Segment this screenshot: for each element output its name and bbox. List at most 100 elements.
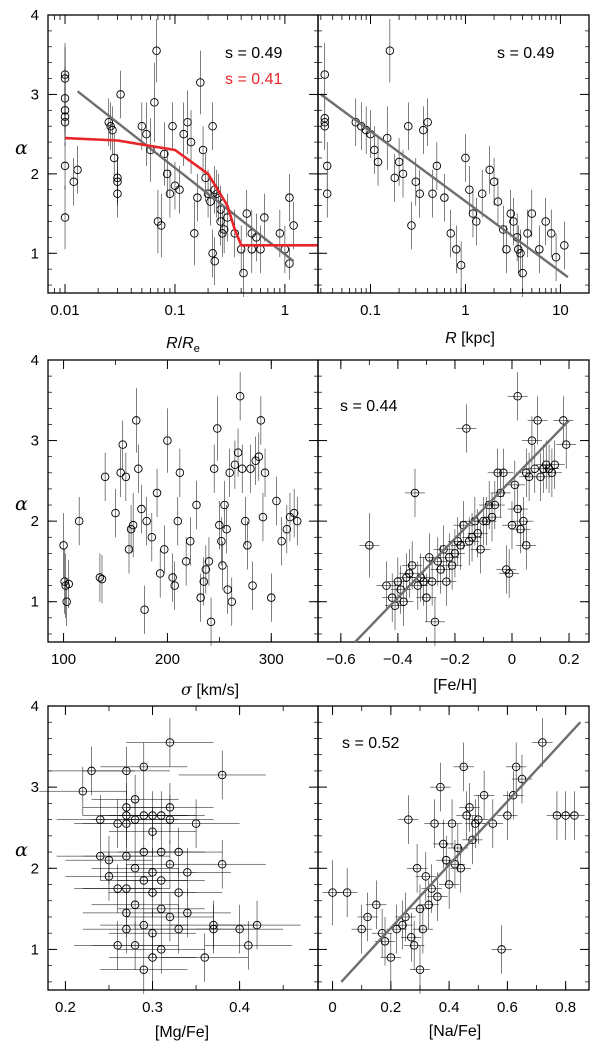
- data-point: [394, 157, 404, 167]
- data-point: [550, 460, 560, 469]
- data-point: [476, 545, 485, 554]
- annotation-s: s = 0.44: [340, 398, 397, 415]
- data-point: [126, 524, 136, 534]
- data-point: [209, 924, 218, 934]
- data-point: [485, 165, 494, 175]
- data-point: [186, 537, 195, 546]
- data-point: [415, 189, 424, 198]
- data-point: [468, 835, 477, 845]
- data-point: [183, 908, 192, 918]
- data-point: [497, 945, 506, 954]
- data-point: [242, 209, 252, 218]
- data-point: [328, 888, 337, 897]
- x-tick-label: 1: [461, 302, 469, 319]
- data-point: [487, 512, 497, 522]
- data-point: [227, 597, 237, 606]
- data-point: [156, 904, 166, 914]
- data-point: [357, 924, 366, 934]
- data-point: [139, 965, 149, 974]
- data-point: [246, 464, 255, 474]
- data-point: [560, 241, 569, 250]
- plot-frame: [317, 359, 590, 643]
- data-point: [468, 209, 478, 218]
- data-point: [74, 516, 84, 526]
- data-point: [60, 70, 70, 79]
- x-tick-label: 0.3: [142, 999, 163, 1016]
- data-point: [122, 819, 131, 828]
- data-point: [109, 153, 119, 163]
- data-point: [217, 859, 227, 869]
- data-point: [260, 468, 270, 478]
- data-point: [186, 137, 196, 147]
- data-point: [243, 541, 252, 550]
- data-point: [511, 762, 521, 772]
- data-point: [409, 941, 419, 950]
- data-point: [444, 880, 454, 889]
- y-tick-label: 1: [31, 941, 39, 958]
- data-point: [95, 573, 105, 582]
- data-point: [206, 197, 215, 206]
- data-point: [122, 908, 131, 918]
- data-point: [104, 855, 114, 865]
- data-point: [116, 90, 125, 99]
- data-point: [217, 770, 227, 780]
- data-point: [439, 839, 448, 849]
- data-point: [518, 268, 527, 278]
- data-point: [175, 185, 184, 194]
- y-tick-label: 3: [31, 779, 39, 796]
- data-point: [516, 249, 525, 258]
- data-point: [170, 581, 179, 590]
- data-point: [206, 617, 216, 627]
- data-point: [462, 811, 471, 820]
- data-point: [208, 121, 217, 131]
- data-point: [130, 795, 140, 804]
- data-point: [398, 169, 408, 179]
- data-point: [139, 876, 149, 885]
- data-point: [162, 169, 172, 179]
- data-point: [386, 953, 396, 962]
- data-point: [467, 533, 477, 542]
- data-point: [116, 468, 125, 478]
- data-point: [244, 941, 253, 950]
- data-point: [156, 876, 166, 885]
- data-point: [373, 157, 383, 167]
- y-tick-label: 2: [31, 166, 39, 183]
- data-point: [122, 924, 131, 934]
- data-point: [148, 811, 157, 820]
- data-point: [289, 221, 298, 230]
- x-tick-label: −0.6: [326, 651, 356, 668]
- data-point: [424, 900, 433, 910]
- data-point: [96, 851, 105, 861]
- x-axis-label: [Na/Fe]: [429, 1023, 481, 1040]
- data-point: [433, 892, 442, 901]
- data-point: [275, 229, 285, 238]
- data-point: [499, 468, 508, 478]
- data-point: [191, 819, 201, 828]
- annotation-s: s = 0.49: [497, 45, 554, 62]
- data-point: [503, 811, 512, 820]
- data-point: [372, 900, 381, 910]
- data-point: [398, 920, 407, 930]
- data-point: [173, 516, 183, 526]
- data-point: [156, 847, 166, 857]
- data-point: [538, 738, 547, 747]
- data-point: [124, 545, 134, 554]
- data-point: [209, 920, 218, 930]
- data-point: [547, 468, 557, 478]
- data-point: [148, 953, 157, 962]
- data-point: [139, 762, 149, 772]
- grey-fit-line: [340, 721, 582, 983]
- data-point: [148, 888, 157, 897]
- data-point: [506, 209, 516, 218]
- data-point: [365, 541, 374, 550]
- data-point: [277, 537, 286, 546]
- data-point: [199, 577, 209, 586]
- data-point: [62, 597, 71, 606]
- data-point: [203, 189, 213, 198]
- data-point: [285, 259, 294, 268]
- data-point: [370, 145, 379, 155]
- data-point: [462, 424, 471, 433]
- data-point: [216, 205, 225, 214]
- data-point: [421, 872, 431, 881]
- annotation-s: s = 0.52: [342, 735, 399, 752]
